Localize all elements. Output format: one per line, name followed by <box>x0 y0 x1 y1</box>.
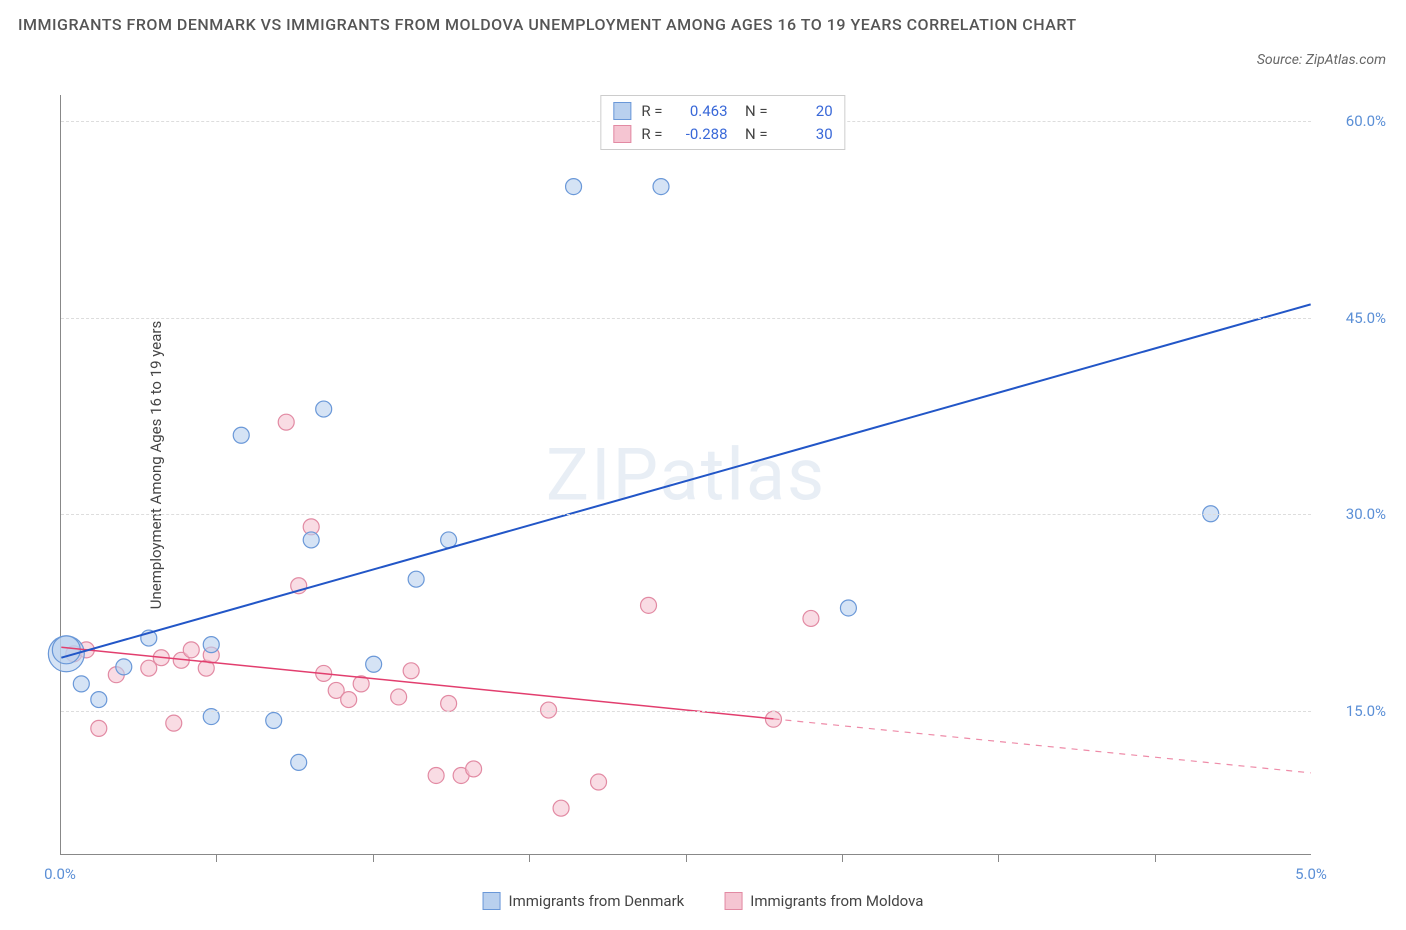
scatter-point <box>233 427 249 443</box>
scatter-point <box>203 637 219 653</box>
scatter-point <box>91 720 107 736</box>
x-minor-tick <box>529 855 530 862</box>
x-minor-tick <box>998 855 999 862</box>
gridline <box>61 514 1311 515</box>
y-tick-label: 30.0% <box>1316 505 1386 523</box>
n-label: N = <box>738 123 768 146</box>
n-label: N = <box>738 100 768 123</box>
n-value-denmark: 20 <box>778 100 833 123</box>
scatter-point <box>73 676 89 692</box>
scatter-point <box>428 767 444 783</box>
scatter-point <box>183 642 199 658</box>
r-value-denmark: 0.463 <box>673 100 728 123</box>
scatter-point <box>403 663 419 679</box>
x-minor-tick <box>1155 855 1156 862</box>
x-minor-tick <box>686 855 687 862</box>
r-value-moldova: -0.288 <box>673 123 728 146</box>
scatter-point <box>803 610 819 626</box>
scatter-point <box>840 600 856 616</box>
x-minor-tick <box>842 855 843 862</box>
plot-area: ZIPatlas <box>60 95 1311 855</box>
legend-item-moldova: Immigrants from Moldova <box>724 892 923 910</box>
scatter-point <box>591 774 607 790</box>
r-label: R = <box>641 123 662 146</box>
scatter-point <box>553 800 569 816</box>
regression-line <box>61 647 773 719</box>
scatter-point <box>266 713 282 729</box>
legend-item-denmark: Immigrants from Denmark <box>483 892 685 910</box>
scatter-point <box>441 696 457 712</box>
n-value-moldova: 30 <box>778 123 833 146</box>
scatter-point <box>441 532 457 548</box>
scatter-point <box>291 754 307 770</box>
regression-line-extrapolated <box>773 719 1310 773</box>
scatter-point <box>466 761 482 777</box>
x-tick-label: 0.0% <box>44 865 76 883</box>
scatter-point <box>166 715 182 731</box>
scatter-point <box>278 414 294 430</box>
scatter-point <box>566 179 582 195</box>
gridline <box>61 711 1311 712</box>
plot-container: R = 0.463 N = 20 R = -0.288 N = 30 ZIPat… <box>60 95 1386 880</box>
y-tick-label: 60.0% <box>1316 112 1386 130</box>
scatter-point <box>341 692 357 708</box>
scatter-point <box>303 532 319 548</box>
x-minor-tick <box>216 855 217 862</box>
legend-bottom: Immigrants from Denmark Immigrants from … <box>483 892 924 910</box>
legend-stats-row-denmark: R = 0.463 N = 20 <box>613 100 832 123</box>
y-tick-label: 45.0% <box>1316 309 1386 327</box>
swatch-denmark <box>613 102 631 120</box>
scatter-point <box>316 401 332 417</box>
gridline <box>61 318 1311 319</box>
scatter-point <box>116 659 132 675</box>
legend-stats-box: R = 0.463 N = 20 R = -0.288 N = 30 <box>600 95 845 150</box>
regression-line <box>61 304 1310 657</box>
scatter-point <box>366 656 382 672</box>
scatter-point <box>91 692 107 708</box>
scatter-point <box>408 571 424 587</box>
legend-label-moldova: Immigrants from Moldova <box>750 892 923 910</box>
scatter-svg <box>61 95 1311 854</box>
scatter-point <box>653 179 669 195</box>
swatch-moldova <box>613 125 631 143</box>
legend-label-denmark: Immigrants from Denmark <box>509 892 685 910</box>
chart-title: IMMIGRANTS FROM DENMARK VS IMMIGRANTS FR… <box>18 12 1168 38</box>
swatch-denmark <box>483 892 501 910</box>
scatter-point <box>391 689 407 705</box>
source-attribution: Source: ZipAtlas.com <box>1257 52 1386 68</box>
legend-stats-row-moldova: R = -0.288 N = 30 <box>613 123 832 146</box>
x-tick-label: 5.0% <box>1295 865 1327 883</box>
r-label: R = <box>641 100 662 123</box>
scatter-point <box>52 636 80 664</box>
swatch-moldova <box>724 892 742 910</box>
x-minor-tick <box>373 855 374 862</box>
scatter-point <box>641 597 657 613</box>
y-tick-label: 15.0% <box>1316 702 1386 720</box>
